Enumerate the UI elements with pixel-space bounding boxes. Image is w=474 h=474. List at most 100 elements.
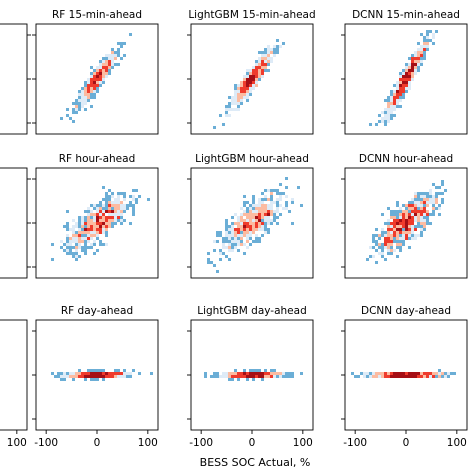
density-cell <box>84 240 87 243</box>
density-cell <box>387 207 390 210</box>
density-cell <box>237 99 240 102</box>
density-cell <box>87 369 90 372</box>
density-cell <box>81 240 84 243</box>
density-cell <box>240 96 243 99</box>
density-cell <box>120 192 123 195</box>
density-cell <box>297 186 300 189</box>
density-cell <box>108 54 111 57</box>
density-cell <box>111 225 114 228</box>
density-cell <box>441 372 444 375</box>
density-cell <box>240 243 243 246</box>
density-cell <box>102 78 105 81</box>
density-cell <box>423 372 426 375</box>
density-cell <box>432 42 435 45</box>
density-cell <box>258 66 261 69</box>
density-cell <box>243 243 246 246</box>
density-cell <box>81 246 84 249</box>
density-cell <box>276 222 279 225</box>
density-cell <box>276 372 279 375</box>
density-cell <box>270 201 273 204</box>
density-cell <box>270 51 273 54</box>
density-cell <box>393 99 396 102</box>
density-cell <box>240 375 243 378</box>
density-cell <box>411 207 414 210</box>
density-cell <box>225 108 228 111</box>
density-cell <box>96 237 99 240</box>
density-cell <box>72 231 75 234</box>
density-cell <box>75 111 78 114</box>
density-cell <box>90 243 93 246</box>
density-cell <box>375 261 378 264</box>
density-cell <box>234 231 237 234</box>
density-cell <box>378 237 381 240</box>
density-cell <box>387 225 390 228</box>
density-cell <box>390 222 393 225</box>
density-cell <box>441 183 444 186</box>
density-cell <box>411 201 414 204</box>
density-cell <box>87 93 90 96</box>
density-cell <box>438 207 441 210</box>
density-cell <box>444 372 447 375</box>
panel-title: RF day-ahead <box>61 305 133 317</box>
density-cell <box>258 237 261 240</box>
density-cell <box>66 372 69 375</box>
density-cell <box>423 222 426 225</box>
density-cell <box>84 219 87 222</box>
density-cell <box>246 234 249 237</box>
density-cell <box>387 246 390 249</box>
density-cell <box>387 222 390 225</box>
density-cell <box>408 78 411 81</box>
density-cell <box>228 108 231 111</box>
panel-2: DCNN 15-min-ahead <box>341 9 468 135</box>
density-cell <box>90 66 93 69</box>
density-cell <box>252 372 255 375</box>
density-cell <box>258 225 261 228</box>
density-cell <box>96 249 99 252</box>
density-cell <box>264 60 267 63</box>
density-cell <box>99 69 102 72</box>
density-cell <box>261 225 264 228</box>
density-cell <box>126 372 129 375</box>
density-cell <box>228 102 231 105</box>
density-cell <box>432 375 435 378</box>
density-cell <box>423 51 426 54</box>
density-cell <box>258 63 261 66</box>
density-cell <box>438 375 441 378</box>
density-cell <box>120 45 123 48</box>
density-cell <box>240 207 243 210</box>
density-cell <box>99 228 102 231</box>
density-cell <box>246 87 249 90</box>
density-cell <box>396 90 399 93</box>
density-cell <box>231 102 234 105</box>
density-cell <box>267 228 270 231</box>
density-cell <box>402 78 405 81</box>
density-cell <box>426 39 429 42</box>
density-cell <box>66 222 69 225</box>
density-cell <box>387 252 390 255</box>
density-cell <box>423 207 426 210</box>
density-cell <box>237 249 240 252</box>
density-cell <box>408 228 411 231</box>
density-cell <box>423 213 426 216</box>
density-cell <box>252 219 255 222</box>
panel-title: DCNN 15-min-ahead <box>352 9 460 21</box>
density-cell <box>249 207 252 210</box>
density-cell <box>207 252 210 255</box>
density-cell <box>252 84 255 87</box>
density-cell <box>117 372 120 375</box>
density-cell <box>441 375 444 378</box>
density-cell <box>66 234 69 237</box>
density-cell <box>117 210 120 213</box>
density-cell <box>396 210 399 213</box>
density-cell <box>126 207 129 210</box>
density-cell <box>72 255 75 258</box>
density-cell <box>225 222 228 225</box>
density-cell <box>384 234 387 237</box>
density-cell <box>405 72 408 75</box>
density-cell <box>255 204 258 207</box>
density-cell <box>84 246 87 249</box>
density-cell <box>228 246 231 249</box>
density-cell <box>429 213 432 216</box>
density-cell <box>264 216 267 219</box>
